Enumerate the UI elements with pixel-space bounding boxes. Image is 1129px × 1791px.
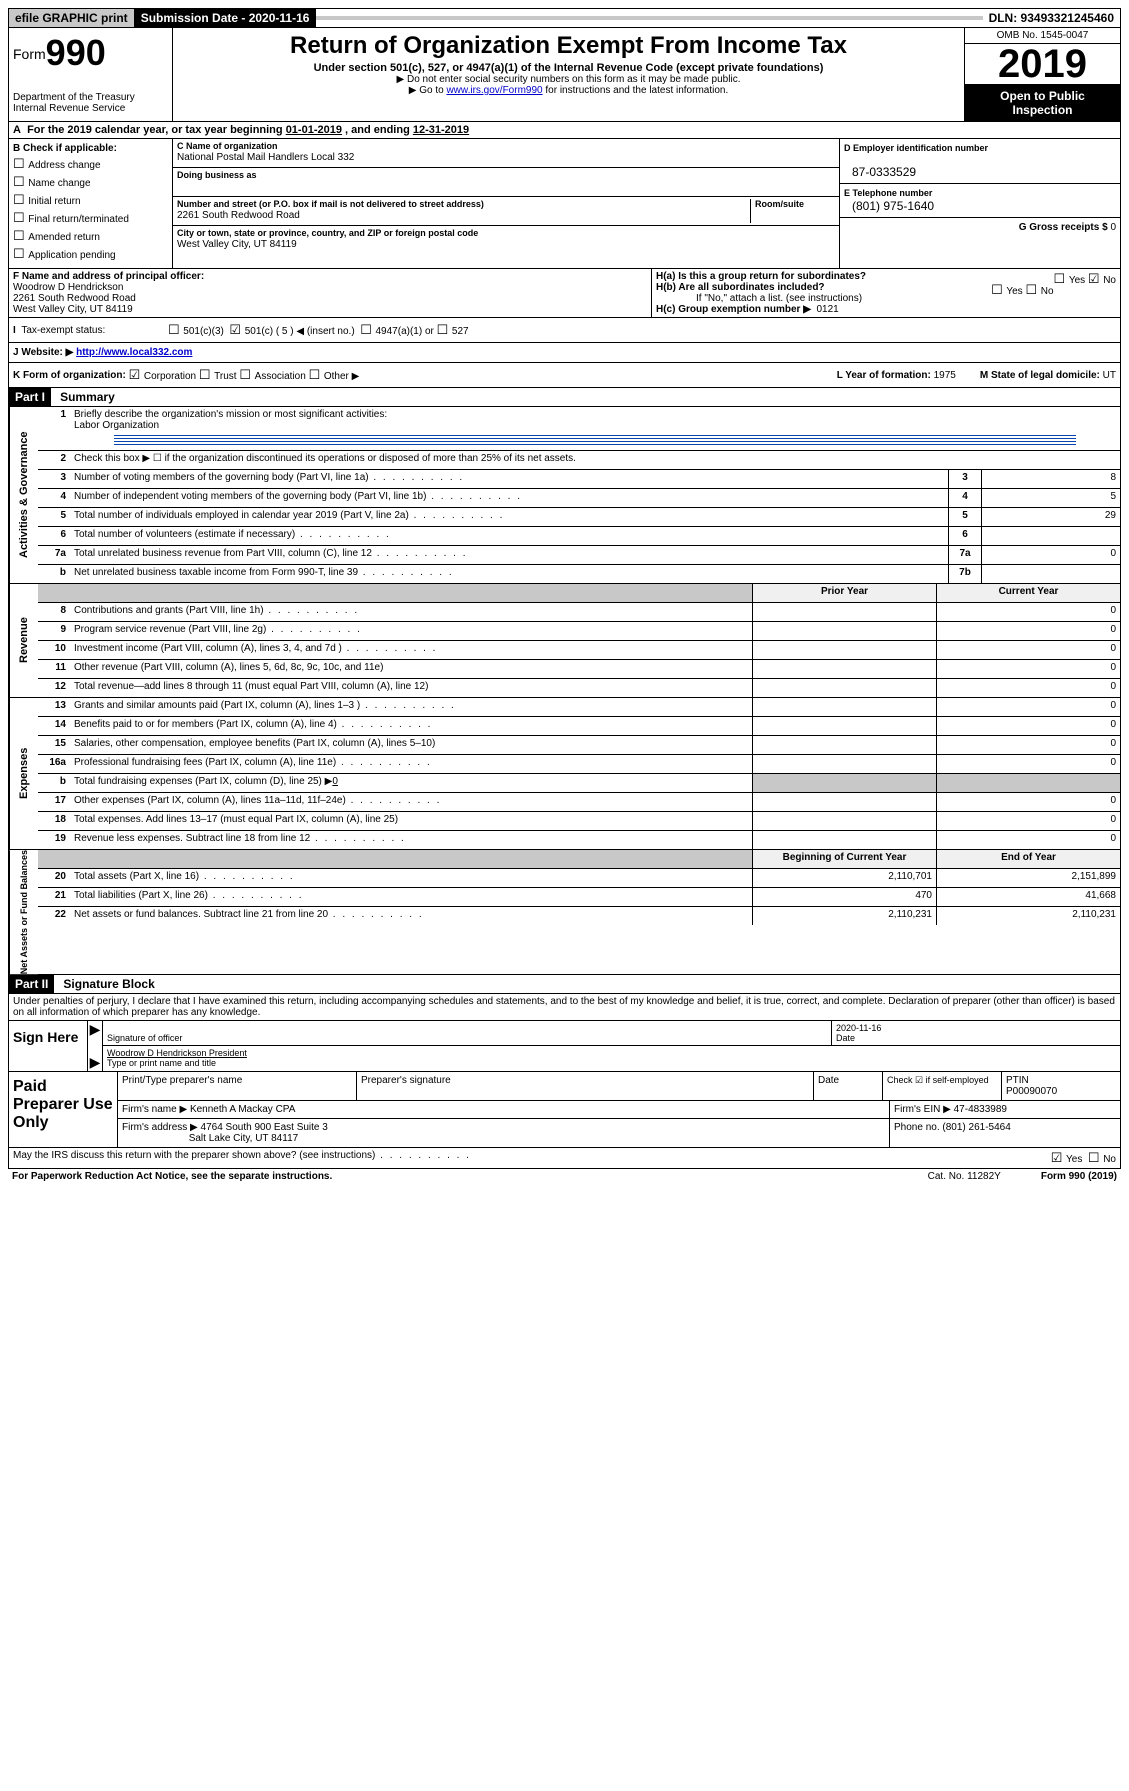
signature-block: Sign Here ▶▶ Signature of officer 2020-1…: [8, 1021, 1121, 1072]
form-note-2: ▶ Go to www.irs.gov/Form990 for instruct…: [175, 85, 962, 96]
form-subtitle: Under section 501(c), 527, or 4947(a)(1)…: [175, 62, 962, 74]
tax-year: 2019: [965, 44, 1120, 85]
check-if-applicable: B Check if applicable: Address change Na…: [9, 139, 173, 268]
net-assets-section: Net Assets or Fund Balances Beginning of…: [8, 850, 1121, 975]
org-name: National Postal Mail Handlers Local 332: [177, 152, 354, 163]
perjury-statement: Under penalties of perjury, I declare th…: [8, 994, 1121, 1021]
governance-section: Activities & Governance 1 Briefly descri…: [8, 407, 1121, 584]
website-link[interactable]: http://www.local332.com: [76, 347, 192, 358]
ein-value: 87-0333529: [844, 165, 916, 179]
footer-row: For Paperwork Reduction Act Notice, see …: [8, 1169, 1121, 1184]
efile-label[interactable]: efile GRAPHIC print: [9, 9, 135, 27]
entity-block: B Check if applicable: Address change Na…: [8, 139, 1121, 269]
form-note-1: Do not enter social security numbers on …: [175, 74, 962, 85]
paid-preparer-block: Paid Preparer Use Only Print/Type prepar…: [8, 1072, 1121, 1148]
website-row: J Website: ▶ http://www.local332.com: [8, 343, 1121, 363]
firm-ein: 47-4833989: [954, 1104, 1007, 1115]
group-exemption: 0121: [816, 304, 838, 315]
tax-period-row: A For the 2019 calendar year, or tax yea…: [8, 122, 1121, 139]
tax-status-row: I Tax-exempt status: 501(c)(3) 501(c) ( …: [8, 318, 1121, 343]
part-2-header: Part II Signature Block: [8, 975, 1121, 994]
gross-receipts: 0: [1110, 222, 1116, 233]
preparer-phone: (801) 261-5464: [942, 1122, 1010, 1133]
submission-date: Submission Date - 2020-11-16: [135, 9, 317, 27]
header-bar: efile GRAPHIC print Submission Date - 20…: [8, 8, 1121, 28]
dln-label: DLN: 93493321245460: [983, 9, 1120, 27]
org-city: West Valley City, UT 84119: [177, 239, 297, 250]
irs-link[interactable]: www.irs.gov/Form990: [446, 85, 542, 96]
inspection-label: Open to Public Inspection: [965, 85, 1120, 121]
phone-value: (801) 975-1640: [844, 199, 934, 213]
form-title: Return of Organization Exempt From Incom…: [175, 32, 962, 60]
form-header: Form990 Department of the Treasury Inter…: [8, 28, 1121, 122]
form-number: Form990: [13, 32, 168, 74]
org-street: 2261 South Redwood Road: [177, 210, 300, 221]
ptin: P00090070: [1006, 1086, 1057, 1097]
form-of-org-row: K Form of organization: Corporation Trus…: [8, 363, 1121, 388]
expenses-section: Expenses 13Grants and similar amounts pa…: [8, 698, 1121, 850]
mission-text: Labor Organization: [74, 420, 159, 431]
discuss-row: May the IRS discuss this return with the…: [8, 1148, 1121, 1169]
dept-label: Department of the Treasury Internal Reve…: [13, 92, 168, 114]
part-1-header: Part I Summary: [8, 388, 1121, 407]
officer-block: F Name and address of principal officer:…: [8, 269, 1121, 318]
firm-name: Kenneth A Mackay CPA: [190, 1104, 295, 1115]
revenue-section: Revenue Prior YearCurrent Year 8Contribu…: [8, 584, 1121, 698]
